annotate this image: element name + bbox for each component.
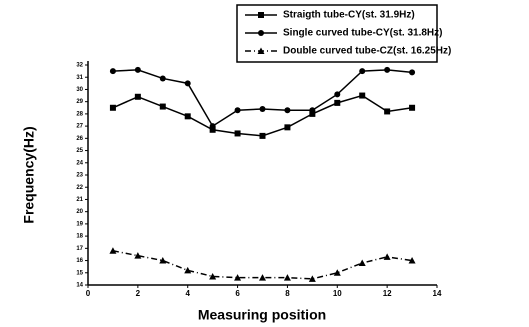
marker [358, 259, 366, 266]
marker [159, 257, 167, 264]
legend-label: Single curved tube-CY(st. 31.8Hz) [283, 28, 442, 39]
marker [134, 66, 141, 73]
y-tick-label: 23 [76, 173, 83, 179]
x-tick-label: 4 [185, 289, 190, 298]
marker [284, 124, 291, 131]
y-tick-label: 15 [76, 270, 83, 276]
y-tick-label: 22 [76, 185, 83, 191]
marker [109, 247, 117, 254]
marker [409, 69, 416, 76]
marker [184, 80, 191, 87]
y-tick-label: 29 [76, 99, 83, 105]
y-tick-label: 28 [76, 111, 83, 117]
marker [284, 107, 291, 114]
marker [383, 253, 391, 260]
marker [257, 47, 265, 54]
marker [259, 132, 266, 139]
y-tick-label: 18 [76, 234, 83, 240]
marker [309, 107, 316, 114]
marker [209, 126, 216, 133]
marker [134, 252, 142, 259]
y-tick-label: 27 [76, 124, 83, 130]
x-tick-label: 12 [383, 289, 392, 298]
marker [333, 269, 341, 276]
y-axis-label: Frequency(Hz) [21, 126, 37, 223]
marker [184, 266, 192, 274]
marker [184, 113, 191, 120]
x-tick-label: 2 [136, 289, 141, 298]
marker [234, 130, 241, 137]
marker [209, 123, 216, 130]
marker [234, 107, 241, 114]
marker [409, 104, 416, 111]
marker [283, 274, 291, 281]
marker [384, 66, 391, 73]
marker [359, 92, 366, 99]
marker [408, 257, 416, 264]
y-tick-label: 25 [76, 148, 83, 154]
y-tick-label: 26 [76, 136, 83, 142]
marker [109, 104, 116, 111]
y-tick-label: 16 [76, 258, 83, 264]
marker [258, 30, 264, 36]
x-tick-label: 14 [433, 289, 442, 298]
marker [159, 75, 166, 82]
marker [259, 274, 266, 281]
y-tick-label: 32 [76, 63, 83, 69]
marker [259, 106, 266, 112]
marker [384, 108, 391, 115]
x-tick-label: 10 [333, 289, 342, 298]
y-tick-label: 19 [76, 221, 83, 227]
legend-label: Double curved tube-CZ(st. 16.25Hz) [283, 46, 451, 57]
marker [159, 103, 166, 110]
y-tick-label: 24 [76, 160, 83, 166]
marker [109, 68, 116, 75]
y-tick-label: 17 [76, 246, 83, 252]
y-tick-label: 14 [76, 283, 83, 289]
marker [334, 99, 341, 106]
y-tick-label: 21 [76, 197, 83, 203]
marker [308, 275, 316, 282]
y-tick-label: 20 [76, 209, 83, 215]
x-tick-label: 6 [235, 289, 240, 298]
series-line [112, 94, 413, 137]
marker [234, 274, 242, 281]
marker [258, 12, 264, 18]
marker [309, 110, 316, 117]
marker [209, 272, 217, 280]
y-tick-label: 30 [76, 87, 83, 93]
marker [359, 68, 366, 75]
marker [134, 93, 141, 100]
legend-label: Straigth tube-CY(st. 31.9Hz) [283, 10, 415, 21]
x-tick-label: 8 [285, 289, 290, 298]
y-tick-label: 31 [76, 75, 83, 81]
marker [334, 91, 341, 98]
x-tick-label: 0 [86, 289, 91, 298]
x-axis-label: Measuring position [198, 307, 326, 323]
